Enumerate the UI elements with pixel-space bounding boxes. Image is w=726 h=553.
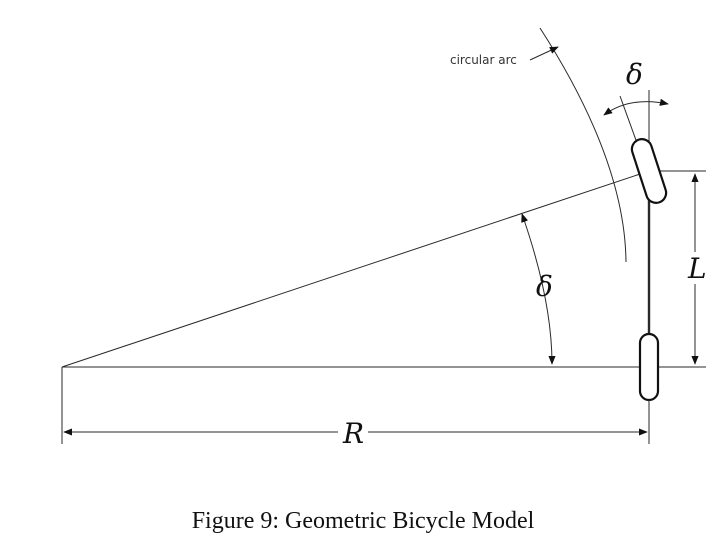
figure-caption: Figure 9: Geometric Bicycle Model bbox=[191, 508, 535, 534]
delta-top-label: δ bbox=[626, 58, 643, 91]
rear-wheel bbox=[638, 332, 660, 402]
radius-to-front-line bbox=[61, 170, 650, 368]
length-label: L bbox=[687, 252, 707, 285]
steering-angle-arc-mid bbox=[521, 213, 556, 365]
length-label-background bbox=[686, 252, 708, 284]
radius-label-background bbox=[338, 420, 368, 448]
arc-label: circular arc bbox=[450, 53, 517, 67]
arc-label-leader bbox=[529, 46, 559, 61]
radius-label: R bbox=[342, 417, 364, 450]
circular-arc bbox=[539, 27, 627, 263]
steering-angle-arc-top bbox=[603, 98, 669, 116]
delta-mid-label: δ bbox=[536, 270, 553, 303]
front-wheel bbox=[630, 138, 668, 204]
